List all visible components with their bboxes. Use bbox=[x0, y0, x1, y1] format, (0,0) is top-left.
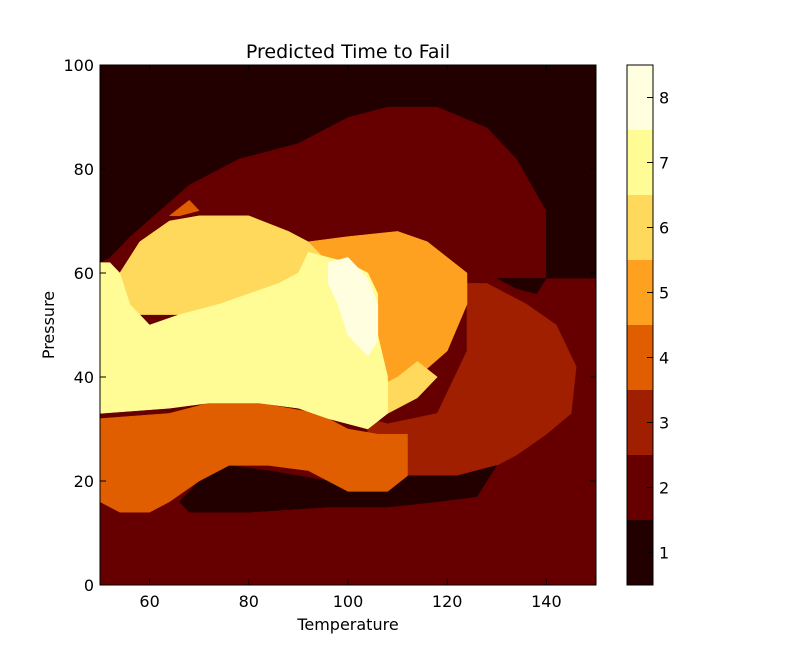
y-axis-label: Pressure bbox=[39, 291, 58, 359]
x-axis: 60 80 100 120 140 bbox=[139, 65, 562, 611]
contour-region-level-8 bbox=[327, 257, 379, 357]
y-tick-label: 20 bbox=[74, 472, 94, 491]
colorbar-tick-label: 5 bbox=[659, 284, 669, 303]
y-tick-label: 100 bbox=[63, 56, 94, 75]
colorbar-tick-label: 8 bbox=[659, 89, 669, 108]
x-tick-label: 140 bbox=[531, 592, 562, 611]
plot-area bbox=[100, 65, 596, 585]
contour-region-level-4 bbox=[168, 199, 200, 217]
x-tick-label: 80 bbox=[239, 592, 259, 611]
colorbar-tick-label: 2 bbox=[659, 479, 669, 498]
y-tick-label: 40 bbox=[74, 368, 94, 387]
x-axis-label: Temperature bbox=[296, 615, 398, 634]
colorbar-tick-label: 1 bbox=[659, 544, 669, 563]
y-tick-label: 60 bbox=[74, 264, 94, 283]
contour-region-level-1 bbox=[100, 65, 596, 279]
colorbar-tick-label: 6 bbox=[659, 219, 669, 238]
contour-region-level-1 bbox=[496, 277, 547, 295]
colorbar-tick-label: 4 bbox=[659, 349, 669, 368]
colorbar-frame bbox=[626, 64, 654, 586]
y-tick-label: 80 bbox=[74, 160, 94, 179]
x-tick-label: 120 bbox=[432, 592, 463, 611]
y-axis: 0 20 40 60 80 100 bbox=[63, 56, 596, 595]
x-tick-label: 60 bbox=[139, 592, 159, 611]
colorbar: 1 2 3 4 5 6 7 8 bbox=[626, 64, 669, 586]
y-tick-label: 0 bbox=[84, 576, 94, 595]
x-tick-label: 100 bbox=[333, 592, 364, 611]
colorbar-tick-label: 7 bbox=[659, 154, 669, 173]
colorbar-tick-label: 3 bbox=[659, 414, 669, 433]
chart-title: Predicted Time to Fail bbox=[246, 41, 450, 63]
